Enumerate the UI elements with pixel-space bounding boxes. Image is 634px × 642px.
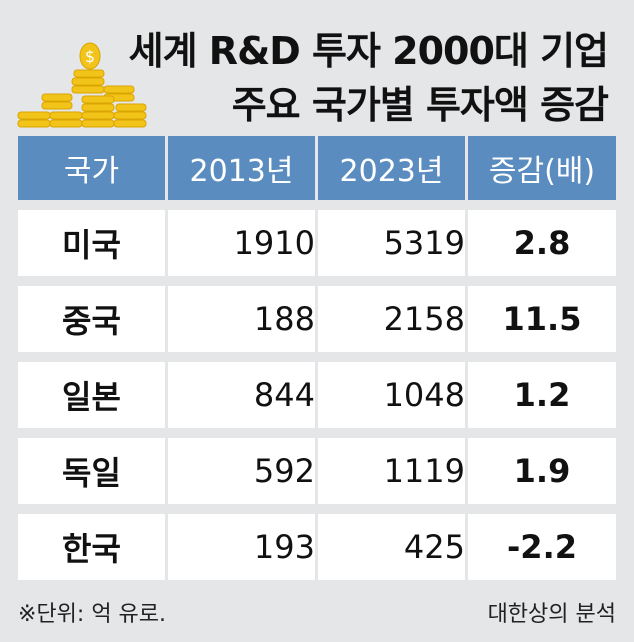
cell-2013: 844 (168, 362, 318, 438)
cell-2013: 592 (168, 438, 318, 514)
coin-stack-icon: $ (17, 42, 147, 128)
chart-title-line-2: 주요 국가별 투자액 증감 (231, 83, 609, 127)
table-row: 중국 188 2158 11.5 (18, 286, 616, 362)
table-row: 미국 1910 5319 2.8 (18, 200, 616, 286)
cell-2023: 425 (318, 514, 468, 580)
cell-country: 독일 (18, 438, 168, 514)
cell-2013: 1910 (168, 200, 318, 286)
column-header-2013: 2013년 (168, 136, 318, 200)
cell-2023: 1119 (318, 438, 468, 514)
cell-2023: 1048 (318, 362, 468, 438)
cell-change: 11.5 (468, 286, 616, 362)
cell-country: 일본 (18, 362, 168, 438)
cell-country: 미국 (18, 200, 168, 286)
cell-country: 중국 (18, 286, 168, 362)
column-header-country: 국가 (18, 136, 168, 200)
cell-change: 2.8 (468, 200, 616, 286)
column-header-2023: 2023년 (318, 136, 468, 200)
header: $ 세계 R&D 투자 2000대 기업 주요 국가별 투자액 증감 (0, 0, 634, 138)
table-row: 독일 592 1119 1.9 (18, 438, 616, 514)
chart-title-line-1: 세계 R&D 투자 2000대 기업 (128, 29, 609, 73)
cell-change: 1.2 (468, 362, 616, 438)
svg-text:$: $ (85, 47, 95, 66)
unit-note: ※단위: 억 유로. (18, 602, 167, 627)
cell-change: -2.2 (468, 514, 616, 580)
source-credit: 대한상의 분석 (487, 602, 616, 627)
table-row: 한국 193 425 -2.2 (18, 514, 616, 580)
table-row: 일본 844 1048 1.2 (18, 362, 616, 438)
cell-2013: 193 (168, 514, 318, 580)
header-row: 국가 2013년 2023년 증감(배) (18, 136, 616, 200)
data-table: 국가 2013년 2023년 증감(배) 미국 1910 5319 2.8 중국… (18, 136, 616, 580)
cell-change: 1.9 (468, 438, 616, 514)
cell-2013: 188 (168, 286, 318, 362)
cell-country: 한국 (18, 514, 168, 580)
column-header-change: 증감(배) (468, 136, 616, 200)
cell-2023: 2158 (318, 286, 468, 362)
cell-2023: 5319 (318, 200, 468, 286)
